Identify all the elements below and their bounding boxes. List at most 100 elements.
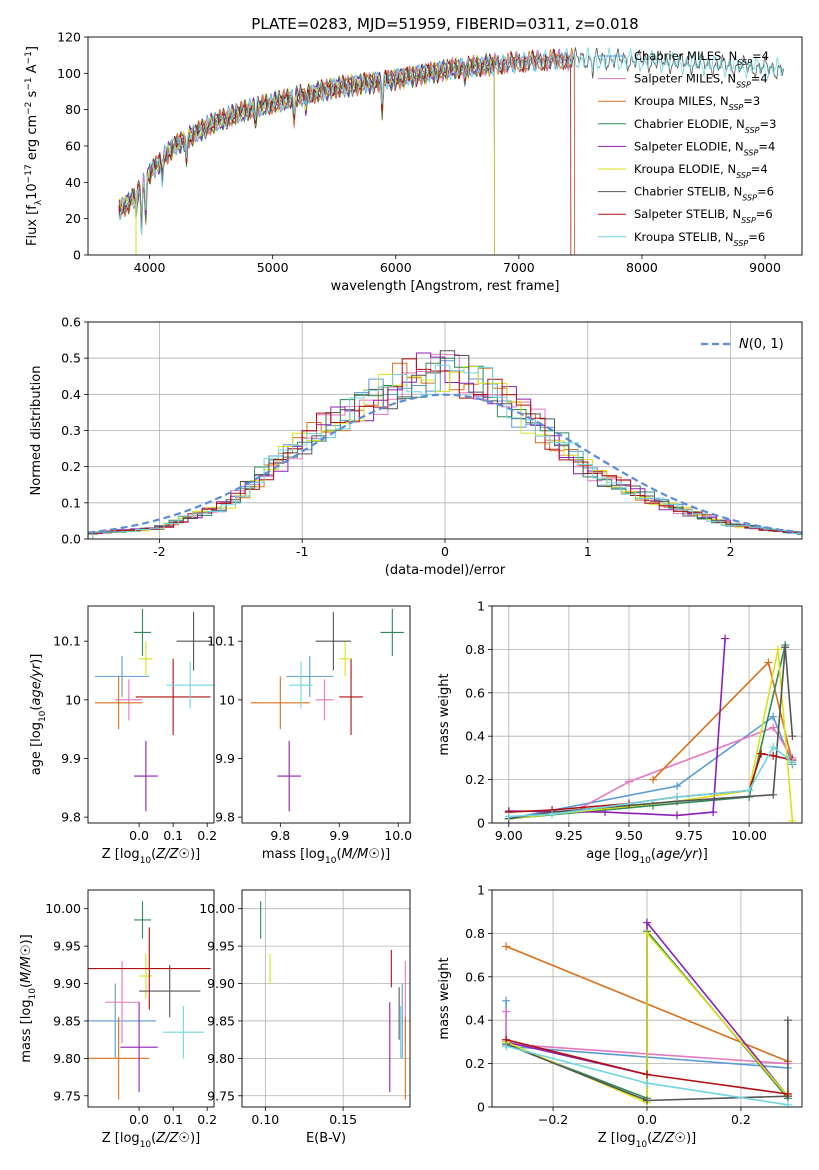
panel-age_vs_mass: 9.8 9.9 10.0 9.8 9.9 10 10.1 mass [log10(M/M☉)] (207, 605, 412, 866)
y-tick-label: 0.8 (465, 926, 485, 941)
plot-area (118, 46, 784, 255)
panel-mass_vs_Z: 0.0 0.1 0.2 9.75 9.80 9.85 9.90 9.95 10.00 Z [log… (19, 889, 217, 1150)
plus-marker (721, 634, 730, 643)
y-tick-label: 9.8 (215, 810, 235, 825)
plus-marker (769, 723, 778, 732)
x-tick-label: 9.25 (555, 828, 583, 843)
y-tick-label: 60 (65, 139, 81, 154)
y-tick-label: 20 (65, 211, 81, 226)
y-axis-label: Flux [fλ10−17 erg cm−2 s−1 A−1] (24, 46, 44, 246)
x-tick-label: 5000 (257, 260, 289, 275)
plus-marker (783, 1100, 792, 1107)
x-tick-label: 9.9 (329, 828, 349, 843)
spectrum-series-line (118, 46, 784, 236)
axes-frame (241, 605, 411, 824)
y-tick-label: 9.8 (61, 810, 81, 825)
y-tick-label: 9.85 (53, 1013, 81, 1028)
plot-area (88, 350, 802, 539)
panel-mass_vs_ebv: 0.10 0.15 9.75 9.80 9.85 9.90 9.95 10.00 E(B-V) (199, 889, 411, 1146)
x-tick-label: 10.0 (384, 828, 412, 843)
axes-frame (87, 321, 803, 540)
plot-area (250, 608, 405, 812)
y-tick-label: 40 (65, 175, 81, 190)
legend-label: Chabrier STELIB, NSSP=6 (634, 185, 774, 203)
y-axis-label: age [log10(age/yr)] (29, 654, 48, 776)
x-axis-label: (data-model)/error (385, 563, 506, 578)
plus-marker (788, 732, 797, 741)
legend-label: Kroupa STELIB, NSSP=6 (634, 230, 765, 248)
y-tick-label: 0.6 (61, 315, 81, 330)
panel-spectrum: 4000 5000 6000 7000 8000 9000 0 20 40 60 80 100 120 w… (24, 30, 803, 294)
plus-marker (769, 751, 778, 760)
legend-label: N(0, 1) (739, 337, 784, 352)
x-tick-label: 0.15 (329, 1112, 357, 1127)
spectrum-series-line (118, 55, 495, 255)
axes-frame (87, 889, 215, 1108)
y-tick-label: 9.9 (61, 751, 81, 766)
x-tick-label: 9.75 (675, 828, 703, 843)
y-tick-label: 0.0 (61, 532, 81, 547)
plot-area (260, 901, 406, 1100)
mass-weight-series-line (580, 726, 794, 809)
x-tick-label: 0.10 (251, 1112, 279, 1127)
y-tick-label: 9.95 (207, 939, 235, 954)
x-tick-label: 1 (584, 544, 592, 559)
x-tick-label: 0.1 (163, 828, 183, 843)
plus-marker (548, 810, 557, 819)
mass-weight-series-line (508, 647, 794, 820)
y-tick-label: 10 (65, 692, 81, 707)
x-axis-label: wavelength [Angstrom, rest frame] (331, 279, 560, 294)
x-tick-label: 2 (727, 544, 735, 559)
plus-marker (757, 749, 766, 758)
axes-frame (491, 605, 803, 824)
y-tick-label: 0 (477, 816, 485, 831)
x-tick-label: 8000 (626, 260, 658, 275)
plus-marker (643, 1070, 651, 1079)
y-tick-label: 0.8 (465, 642, 485, 657)
plus-marker (643, 929, 651, 938)
y-tick-label: 0.4 (465, 1013, 485, 1028)
plus-marker (643, 1096, 651, 1105)
x-tick-label: -1 (296, 544, 308, 559)
x-axis-label: E(B-V) (306, 1131, 346, 1146)
plus-marker (673, 811, 682, 820)
mass-weight-series-line (508, 715, 794, 820)
y-tick-label: 10.00 (199, 901, 235, 916)
x-axis-label: Z [log10(Z/Z☉)] (102, 1131, 200, 1150)
y-tick-label: 9.85 (207, 1013, 235, 1028)
x-axis-label: mass [log10(M/M☉)] (262, 847, 390, 866)
mass-weight-series-line (508, 745, 793, 818)
y-tick-label: 10.1 (53, 634, 81, 649)
x-tick-label: 6000 (380, 260, 412, 275)
y-tick-label: 100 (57, 66, 81, 81)
plus-marker (769, 790, 778, 799)
panel-residuals: -2 -1 0 1 2 0.0 0.1 0.2 0.3 0.4 0.5 0.6 (data-model)… (29, 315, 803, 578)
y-tick-label: 0.6 (465, 685, 485, 700)
y-tick-label: 10 (219, 692, 235, 707)
y-axis-label: mass weight (437, 957, 452, 1039)
x-tick-label: 7000 (503, 260, 535, 275)
y-tick-label: 0.6 (465, 969, 485, 984)
plus-marker (769, 712, 778, 721)
plus-marker (673, 792, 682, 801)
spectrum-series-line (118, 51, 495, 255)
x-tick-label: 9.50 (615, 828, 643, 843)
y-axis-label: mass weight (437, 673, 452, 755)
x-tick-label: −0.2 (538, 1112, 568, 1127)
legend-label: Salpeter ELODIE, NSSP=4 (634, 139, 775, 157)
panel-mass_weight_vs_age: 9.00 9.25 9.50 9.75 10.00 0 0.2 0.4 0.6 0.8 1 age [… (437, 599, 803, 866)
y-tick-label: 120 (57, 30, 81, 45)
histogram-series-step (88, 358, 802, 539)
y-tick-label: 0.4 (465, 729, 485, 744)
y-tick-label: 9.75 (207, 1088, 235, 1103)
y-tick-label: 80 (65, 102, 81, 117)
y-tick-label: 0 (73, 248, 81, 263)
x-tick-label: -2 (153, 544, 165, 559)
spectrum-series-line (118, 54, 495, 255)
plus-marker (788, 816, 797, 823)
x-tick-label: 4000 (134, 260, 166, 275)
x-axis-label: age [log10(age/yr)] (586, 847, 708, 866)
x-tick-label: 0.2 (197, 1112, 217, 1127)
plus-marker (643, 918, 651, 927)
legend-label: Kroupa ELODIE, NSSP=4 (634, 162, 768, 180)
